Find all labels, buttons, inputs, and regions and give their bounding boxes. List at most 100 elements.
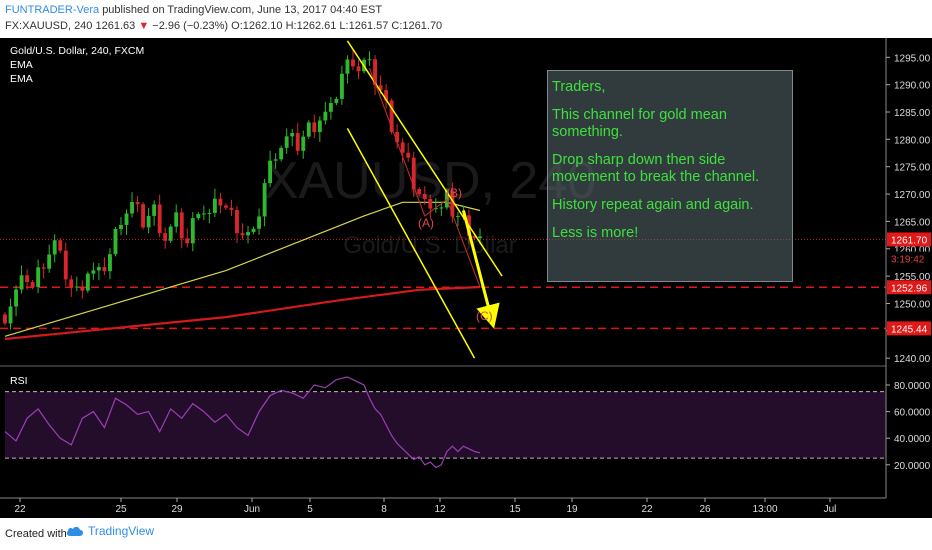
candle-body	[422, 194, 427, 199]
candle	[223, 203, 228, 210]
candle-body	[102, 267, 107, 272]
tradingview-logo[interactable]: TradingView	[66, 524, 154, 538]
candle	[367, 51, 372, 66]
rsi-tick-label: 60.0000	[894, 408, 931, 419]
candle-body	[246, 232, 250, 236]
candle	[301, 130, 306, 159]
channel-upper-line[interactable]	[346, 40, 503, 277]
candle	[235, 205, 239, 244]
candle-body	[3, 314, 7, 324]
wave-path	[369, 68, 481, 288]
candle-body	[174, 212, 179, 227]
candle	[119, 217, 123, 236]
candle-body	[212, 198, 217, 213]
projection-arrow[interactable]	[461, 210, 500, 329]
candle	[328, 96, 333, 120]
candle	[295, 123, 300, 155]
created-with-label: Created with	[5, 528, 67, 540]
time-tick-label: 5	[307, 504, 313, 515]
candle-body	[218, 198, 223, 206]
candle-body	[268, 160, 273, 184]
candle	[251, 226, 256, 235]
wave-label: (B)	[446, 186, 462, 200]
candle	[262, 179, 267, 227]
candle	[339, 65, 344, 105]
candle-body	[157, 204, 162, 234]
channel-lower-line[interactable]	[346, 128, 476, 359]
annotation-callout[interactable]: Traders, This channel for gold mean some…	[547, 70, 793, 282]
candle-body	[135, 201, 140, 205]
candle	[450, 182, 455, 223]
annotation-line: Traders,	[552, 79, 606, 95]
candle-body	[384, 90, 389, 101]
candle-body	[472, 235, 477, 239]
candle	[25, 269, 30, 291]
annotation-line: Less is more!	[552, 225, 639, 241]
candle-body	[41, 267, 46, 269]
rsi-tick-label: 20.0000	[894, 461, 931, 472]
candle	[185, 228, 190, 248]
annotation-line: History repeat again and again.	[552, 197, 754, 213]
candle	[174, 204, 179, 233]
ema-slow-line	[4, 285, 481, 341]
publish-line: FUNTRADER-Vera published on TradingView.…	[5, 4, 382, 16]
candle	[373, 55, 377, 96]
candle-body	[240, 233, 245, 236]
rsi-band-fill	[5, 391, 886, 459]
time-tick-label: Jul	[824, 504, 837, 515]
price-tick-label: 1285.00	[894, 108, 931, 119]
publish-info: published on TradingView.com, June 13, 2…	[102, 4, 383, 16]
price-tick-label: 1255.00	[894, 272, 931, 283]
author-link[interactable]: FUNTRADER-Vera	[5, 4, 100, 16]
candle-body	[207, 212, 212, 214]
badge-text: 1245.44	[891, 324, 928, 335]
candle	[52, 234, 57, 263]
candle	[273, 153, 278, 169]
candle	[411, 151, 416, 198]
wave-label: (C)	[476, 309, 493, 323]
candle-body	[455, 215, 460, 217]
last-price: 1261.63	[95, 20, 136, 32]
time-tick-label: 22	[641, 504, 653, 515]
candle	[30, 279, 35, 290]
candle	[306, 120, 311, 139]
badge-bg	[887, 280, 931, 295]
candle-body	[223, 205, 228, 208]
candle-body	[417, 189, 422, 195]
candle-body	[130, 201, 134, 214]
candle-body	[290, 133, 295, 137]
candle	[317, 116, 322, 142]
badge-bg	[887, 251, 931, 266]
candle	[124, 209, 129, 235]
candle	[417, 186, 422, 197]
candle-body	[36, 267, 41, 288]
candle-body	[80, 286, 85, 291]
cloud-icon	[66, 526, 84, 536]
candle	[58, 238, 63, 253]
candle	[240, 223, 245, 240]
candle	[389, 98, 394, 135]
candle-body	[58, 240, 63, 251]
candle	[3, 312, 7, 326]
candle	[428, 194, 433, 219]
price-tick-label: 1280.00	[894, 135, 931, 146]
time-tick-label: 25	[115, 504, 127, 515]
candle-body	[306, 122, 311, 137]
candle-body	[8, 306, 13, 324]
candle-body	[257, 216, 262, 229]
chart-canvas[interactable]: XAUUSD, 240 Gold/U.S. Dollar (A)(B)(C) 1…	[0, 38, 932, 518]
candle-body	[373, 59, 377, 86]
candle	[74, 276, 79, 292]
candle	[168, 224, 173, 244]
candle	[152, 200, 157, 226]
candle	[201, 205, 206, 221]
symbol-label: FX:XAUUSD, 240	[5, 20, 93, 32]
candle	[207, 208, 212, 224]
legend-title: Gold/U.S. Dollar, 240, FXCM	[10, 45, 144, 57]
annotation-line: Drop sharp down then side movement to br…	[552, 152, 760, 185]
candle	[384, 84, 389, 109]
watermark-name: Gold/U.S. Dollar	[343, 232, 516, 259]
candle-body	[47, 254, 52, 269]
candle-body	[146, 215, 151, 228]
candle	[8, 298, 13, 330]
